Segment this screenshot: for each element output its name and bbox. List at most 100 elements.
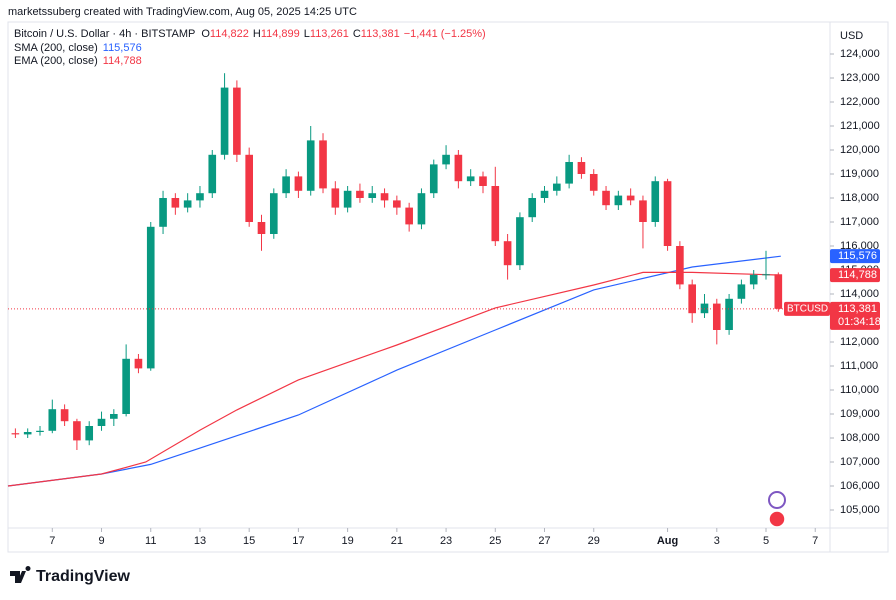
candle-body (651, 181, 660, 222)
candle-body (380, 193, 389, 201)
candle-body (196, 193, 204, 201)
logo: TradingView (10, 566, 131, 585)
x-tick-label: 13 (194, 535, 206, 547)
candle-body (540, 190, 549, 198)
candle-body (528, 197, 537, 218)
candle-body (85, 425, 94, 441)
candle-body (712, 303, 721, 330)
y-tick-label: 124,000 (840, 48, 880, 60)
candle-body (626, 195, 635, 201)
candle-body (614, 195, 623, 206)
candle-body (36, 430, 44, 432)
indicator-legend: EMA (200, close) 114,788 (14, 55, 142, 67)
ohlc-value: 113,261 (310, 28, 349, 40)
x-tick-label: 21 (391, 535, 403, 547)
x-tick-label: 23 (440, 535, 452, 547)
ohlc-value: 114,899 (261, 28, 300, 40)
y-tick-label: 112,000 (840, 336, 879, 348)
candle-body (134, 358, 143, 369)
x-tick-label: 11 (145, 535, 156, 547)
candle-body (676, 245, 684, 285)
event-icons (768, 491, 786, 528)
event-icon[interactable] (768, 491, 786, 509)
price-tag-label: 114,788 (838, 269, 877, 281)
candle-body (688, 284, 696, 314)
candle-body (553, 183, 561, 191)
moving-average-line (7, 271, 781, 487)
ohlc-key: C (353, 28, 361, 40)
candle-body (319, 140, 327, 189)
candle-body (331, 188, 340, 208)
y-tick-label: 107,000 (840, 456, 880, 468)
brand-name: TradingView (36, 568, 131, 585)
candle-body (639, 200, 647, 222)
ohlc-key: H (253, 28, 261, 40)
x-tick-label: Aug (657, 535, 678, 547)
y-tick-label: 114,000 (840, 288, 879, 300)
x-tick-label: 19 (342, 535, 354, 547)
y-tick-label: 108,000 (840, 432, 880, 444)
y-tick-label: 106,000 (840, 480, 880, 492)
candle-body (23, 431, 32, 435)
candle-body (294, 176, 303, 191)
candle-body (589, 173, 598, 191)
candle-body (405, 207, 413, 225)
indicator-value: 115,576 (103, 42, 142, 54)
symbol-title: Bitcoin / U.S. Dollar · 4h · BITSTAMP (14, 28, 195, 40)
y-tick-label: 119,000 (840, 168, 879, 180)
y-tick-label: 105,000 (840, 504, 880, 516)
candle-body (442, 154, 450, 165)
candle-body (282, 176, 290, 194)
candle-body (233, 87, 241, 155)
candle-body (245, 154, 254, 222)
legend-title: Bitcoin / U.S. Dollar · 4h · BITSTAMP O11… (14, 28, 486, 40)
candle-body (220, 87, 229, 155)
ohlc-value: 114,822 (210, 28, 249, 40)
indicator-legend: SMA (200, close) 115,576 (14, 42, 142, 54)
candle-body (368, 193, 377, 198)
candle-body (159, 197, 167, 227)
currency-label: USD (840, 30, 863, 42)
candle-body (183, 200, 192, 208)
plot (7, 73, 830, 487)
candle-body (479, 176, 487, 186)
candle-body (146, 226, 155, 369)
price-tag-label: 115,576 (838, 250, 877, 262)
change: −1,441 (−1.25%) (404, 28, 486, 40)
chart-frame (7, 21, 889, 553)
last-price-label: 113,381 (838, 303, 877, 315)
legend: Bitcoin / U.S. Dollar · 4h · BITSTAMP O11… (14, 28, 486, 67)
logo-mark (10, 566, 31, 583)
candle-body (774, 274, 783, 309)
candle-body (306, 140, 315, 191)
ohlc-key: O (201, 28, 210, 40)
candle-body (122, 358, 130, 414)
candle-body (269, 193, 278, 234)
y-tick-label: 110,000 (840, 384, 879, 396)
candle-body (97, 418, 106, 426)
candle-body (110, 413, 118, 419)
y-tick-label: 117,000 (840, 216, 879, 228)
candle-body (73, 421, 81, 441)
symbol-tag-label: BTCUSD (787, 303, 828, 314)
indicator-value: 114,788 (103, 55, 142, 67)
countdown: 01:34:18 (838, 316, 881, 328)
economic-event-icon[interactable] (768, 510, 786, 528)
candle-body (737, 284, 746, 299)
y-tick-label: 123,000 (840, 72, 880, 84)
x-tick-label: 7 (812, 535, 818, 547)
candle-body (762, 274, 770, 276)
y-tick-label: 111,000 (840, 360, 878, 372)
symbol-tag (784, 301, 830, 316)
x-tick-label: 27 (538, 535, 550, 547)
candle-body (749, 274, 758, 285)
candle-body (577, 161, 586, 174)
candle-body (503, 241, 512, 266)
x-tick-label: 25 (489, 535, 501, 547)
x-tick-label: 29 (588, 535, 600, 547)
last-price-tag (830, 301, 880, 330)
candle-body (393, 200, 401, 208)
